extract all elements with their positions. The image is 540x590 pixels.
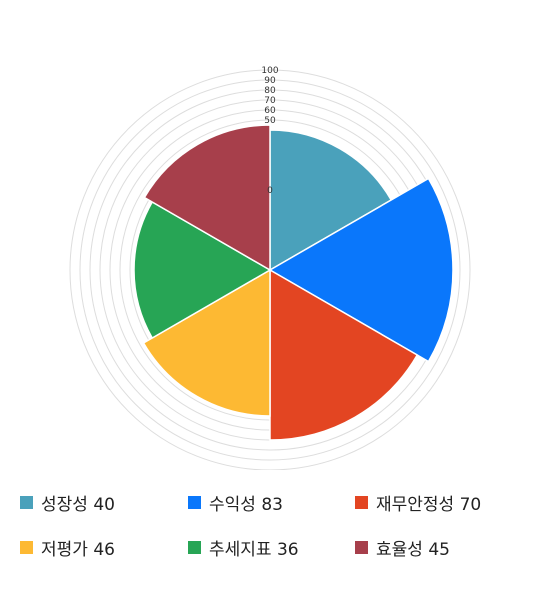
legend-label: 저평가 <box>41 540 88 560</box>
legend-swatch <box>20 496 33 509</box>
legend-item-trend[interactable]: 추세지표 36 <box>188 535 299 560</box>
legend-label: 수익성 <box>209 495 256 515</box>
tick-label: 100 <box>261 66 278 76</box>
sector-4[interactable] <box>142 268 271 417</box>
legend-item-efficiency[interactable]: 효율성 45 <box>355 535 450 560</box>
legend-swatch <box>20 541 33 554</box>
sector-2[interactable] <box>268 177 454 363</box>
legend-label: 효율성 <box>376 540 423 560</box>
legend-value: 70 <box>459 495 482 515</box>
grid-circle <box>69 69 471 470</box>
sector-1[interactable] <box>269 129 393 272</box>
legend-item-stability[interactable]: 재무안정성 70 <box>355 490 481 515</box>
legend-value: 36 <box>276 540 299 560</box>
legend-label: 재무안정성 <box>376 495 455 515</box>
legend-item-valuation[interactable]: 저평가 46 <box>20 535 115 560</box>
sector-3[interactable] <box>269 268 419 441</box>
legend-label: 성장성 <box>41 495 88 515</box>
legend-value: 40 <box>93 495 115 515</box>
legend-value: 46 <box>93 540 115 560</box>
sector-6[interactable] <box>143 124 271 272</box>
sector-5[interactable] <box>133 200 272 340</box>
legend-item-profitability[interactable]: 수익성 83 <box>188 490 283 515</box>
tick-label: 60 <box>264 106 276 116</box>
tick-label: 0 <box>267 186 273 196</box>
legend-swatch <box>355 541 368 554</box>
legend-value: 83 <box>261 495 283 515</box>
tick-label: 90 <box>264 76 276 86</box>
legend-swatch <box>188 496 201 509</box>
legend-value: 45 <box>428 540 450 560</box>
tick-label: 50 <box>264 116 276 126</box>
chart-sectors <box>133 124 454 441</box>
tick-label: 70 <box>264 96 276 106</box>
legend-label: 추세지표 <box>209 540 272 560</box>
legend-swatch <box>355 496 368 509</box>
grid-circle <box>79 79 461 461</box>
tick-label: 80 <box>264 86 276 96</box>
legend-swatch <box>188 541 201 554</box>
legend-item-growth[interactable]: 성장성 40 <box>20 490 115 515</box>
